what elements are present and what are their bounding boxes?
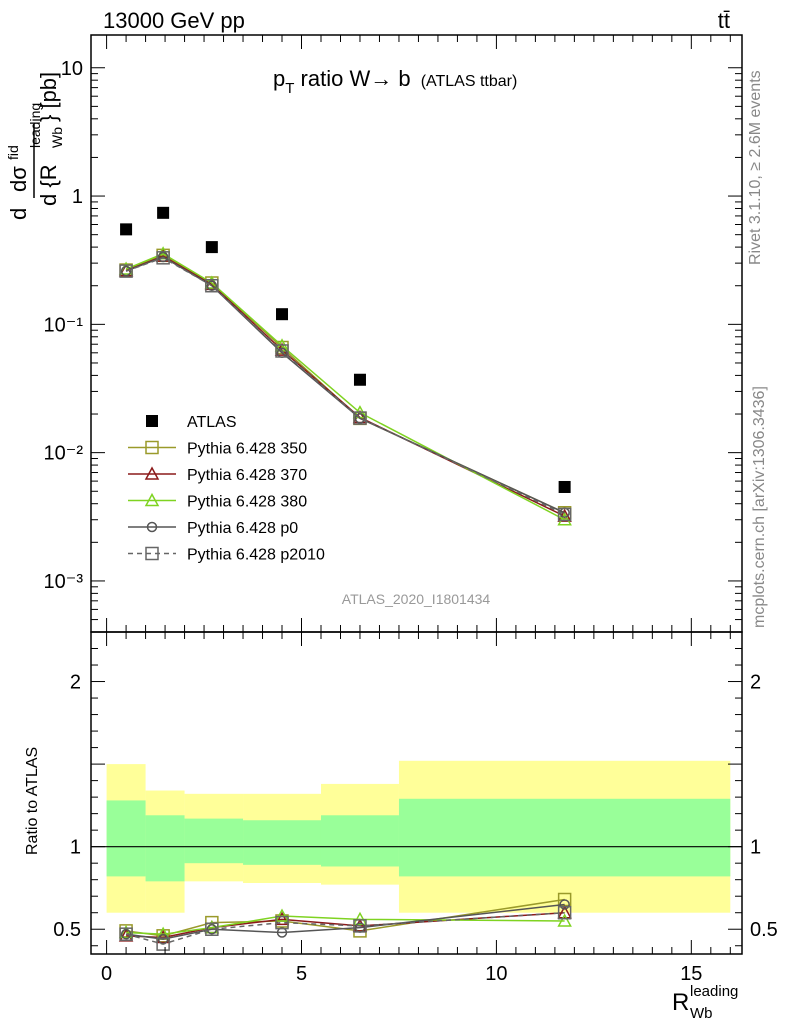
svg-text:Wb: Wb [690, 1005, 713, 1022]
svg-text:leading: leading [27, 103, 43, 148]
y-axis-label-top: d dσ fid d {R leading Wb } [pb] [5, 72, 65, 220]
legend-marker-p380 [144, 492, 160, 507]
point-atlas-5 [558, 480, 571, 493]
point-p2010-2 [205, 278, 219, 293]
uncertainty-bands [91, 760, 742, 913]
ratio-y-tick-label: 2 [70, 672, 81, 694]
point-p2010-4 [353, 411, 367, 425]
legend-marker-p2010 [145, 546, 159, 561]
band-inner-0 [106, 800, 146, 877]
ratio-point-p0-5 [559, 899, 570, 910]
legend-label-atlas: ATLAS [187, 414, 237, 431]
ratio-line-p380 [126, 915, 565, 935]
ratio-point-p2010-3 [275, 915, 289, 930]
point-p2010-5 [557, 507, 572, 522]
ratio-point-p2010-0 [119, 927, 133, 941]
ratio-point-p370-1 [155, 929, 171, 944]
mcplots-label: mcplots.cern.ch [arXiv:1306.3436] [751, 386, 768, 628]
point-atlas-1 [157, 206, 170, 219]
legend-label-p2010: Pythia 6.428 p2010 [187, 547, 325, 564]
ratio-y-tick-label-right: 2 [750, 672, 761, 694]
point-p380-0 [118, 261, 134, 275]
svg-text:leading: leading [690, 983, 738, 1000]
ratio-point-p370-5 [557, 905, 572, 919]
ratio-point-p2010-5 [557, 905, 572, 920]
ratio-point-p380-3 [274, 908, 290, 922]
legend-label-p0: Pythia 6.428 p0 [187, 520, 298, 537]
ratio-y-tick-label: 0.5 [53, 919, 81, 941]
x-tick-label: 10 [485, 963, 507, 985]
ratio-point-p0-0 [120, 928, 132, 940]
point-p2010-0 [119, 264, 133, 278]
legend-marker-atlas [146, 415, 158, 427]
rivet-label: Rivet 3.1.10, ≥ 2.6M events [747, 70, 764, 265]
svg-text:fid: fid [5, 145, 21, 160]
ratio-point-p2010-2 [205, 922, 219, 936]
ratio-point-p370-3 [274, 911, 290, 926]
svg-text:R: R [672, 989, 689, 1016]
point-p2010-1 [156, 251, 170, 265]
ratio-point-p380-0 [118, 924, 134, 939]
svg-text:d {R: d {R [36, 164, 61, 206]
band-inner-2 [184, 818, 244, 864]
x-tick-label: 15 [680, 963, 702, 985]
y-tick-label: 10 [61, 58, 83, 80]
x-tick-label: 5 [296, 963, 307, 985]
svg-text:Wb: Wb [49, 127, 65, 148]
ratio-point-p380-5 [557, 913, 572, 927]
point-atlas-0 [120, 223, 133, 236]
ratio-y-tick-label-right: 1 [750, 837, 761, 859]
header-energy: 13000 GeV pp [103, 8, 245, 33]
band-inner-4 [320, 815, 399, 867]
point-p0-0 [120, 265, 132, 277]
y-tick-label: 1 [72, 186, 83, 208]
ratio-point-p380-4 [352, 911, 368, 926]
ratio-point-p2010-4 [353, 919, 367, 933]
legend-marker-p370 [144, 466, 160, 480]
point-p380-5 [557, 512, 572, 526]
legend-label-p380: Pythia 6.428 380 [187, 494, 307, 511]
svg-text:} [pb]: } [pb] [36, 72, 61, 122]
ratio-point-p380-2 [204, 920, 220, 934]
bottom-frame [90, 631, 743, 955]
point-p0-2 [206, 280, 218, 291]
ratio-y-tick-label-right: 0.5 [750, 919, 778, 941]
legend-marker-p0 [146, 521, 158, 533]
legend-label-p370: Pythia 6.428 370 [187, 467, 307, 484]
y-tick-label: 10⁻³ [44, 571, 84, 593]
x-axis-label: R leading Wb [672, 983, 738, 1022]
point-atlas-4 [353, 373, 366, 386]
legend-marker-p350 [145, 440, 159, 455]
legend: ATLAS Pythia 6.428 350 Pythia 6.428 370 Pyt… [128, 414, 325, 564]
point-atlas-2 [205, 241, 218, 254]
ratio-y-tick-label: 1 [70, 837, 81, 859]
band-inner-5 [398, 798, 731, 877]
legend-label-p350: Pythia 6.428 350 [187, 441, 307, 458]
x-tick-label: 0 [101, 963, 112, 985]
point-p2010-3 [275, 344, 289, 358]
y-tick-label: 10⁻² [44, 443, 84, 465]
band-inner-1 [145, 815, 185, 882]
y-tick-label: 10⁻¹ [44, 314, 84, 336]
point-p0-4 [354, 413, 366, 424]
band-inner-3 [243, 820, 321, 865]
y-axis-label-bottom: Ratio to ATLAS [24, 747, 41, 855]
svg-text:dσ: dσ [6, 166, 31, 192]
point-atlas-3 [276, 308, 289, 321]
top-frame [90, 34, 743, 633]
analysis-id: ATLAS_2020_I1801434 [342, 591, 491, 607]
svg-text:d: d [6, 208, 31, 220]
header-process: tt̄ [718, 8, 730, 33]
plot-title: pT ratio W→ b (ATLAS ttbar) [273, 66, 517, 97]
ratio-point-p2010-1 [156, 937, 170, 951]
